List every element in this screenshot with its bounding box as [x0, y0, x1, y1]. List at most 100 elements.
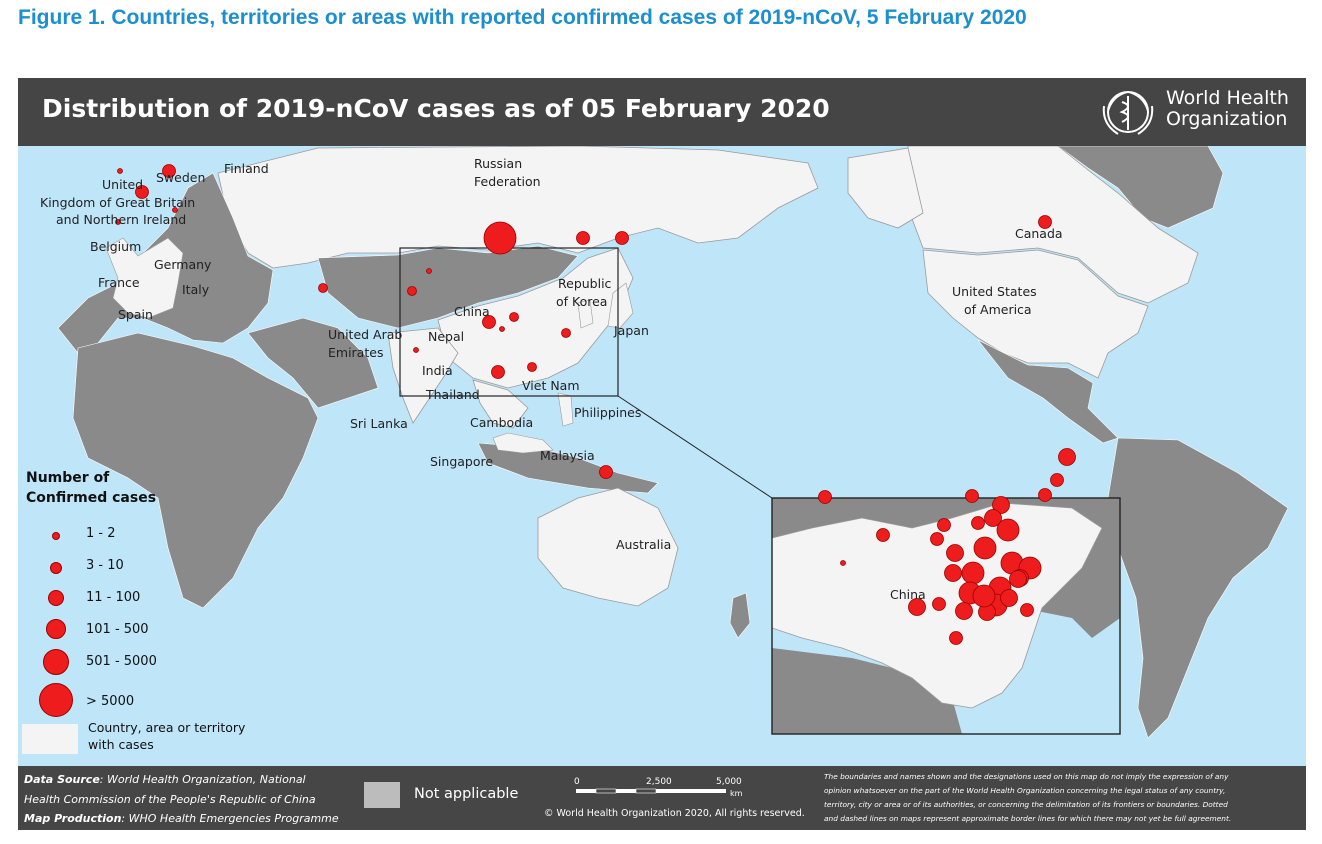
label-nepal: Nepal	[428, 329, 464, 344]
legend-dot-4	[46, 619, 66, 639]
case-marker-inset-32	[972, 584, 996, 608]
not-applicable-label: Not applicable	[414, 786, 519, 802]
case-marker-uae	[318, 283, 328, 293]
map-frame: Finland Sweden United Kingdom of Great B…	[18, 78, 1306, 830]
label-sweden: Sweden	[156, 170, 205, 185]
map-footer: Data Source: World Health Organization, …	[18, 766, 1306, 830]
legend-dot-2	[50, 562, 62, 574]
label-finland: Finland	[224, 161, 269, 176]
footer-map-production: Map Production: WHO Health Emergencies P…	[24, 812, 339, 825]
case-marker-inset-5	[992, 496, 1010, 514]
inset-connector-top	[617, 395, 773, 499]
legend-item-5: 501 - 5000	[28, 649, 208, 680]
case-marker-usa	[1038, 215, 1052, 229]
legend-item-6: > 5000	[28, 683, 208, 717]
label-uk-3: and Northern Ireland	[56, 212, 186, 227]
legend-dot-5	[43, 649, 69, 675]
figure-title: Figure 1. Countries, territories or area…	[18, 6, 1027, 29]
world-map	[18, 78, 1306, 830]
middle-east-shape	[247, 317, 379, 409]
legend-label-4: 101 - 500	[86, 622, 149, 637]
label-belgium: Belgium	[90, 239, 141, 254]
label-singapore: Singapore	[430, 454, 493, 469]
label-usa-1: United States	[952, 284, 1037, 299]
case-marker-inset-22	[955, 602, 973, 620]
case-marker-china	[483, 221, 517, 255]
western-europe-cases-shape	[105, 237, 184, 319]
case-marker-inset-6	[984, 509, 1002, 527]
not-applicable-swatch	[364, 782, 400, 808]
case-marker-korea	[576, 231, 590, 245]
case-marker-japan	[615, 231, 629, 245]
case-marker-australia	[599, 465, 613, 479]
labels-layer: Finland Sweden United Kingdom of Great B…	[40, 156, 1063, 602]
footer-copyright: © World Health Organization 2020, All ri…	[544, 808, 805, 819]
case-marker-philippines	[561, 328, 571, 338]
map-header: Distribution of 2019-nCoV cases as of 05…	[18, 78, 1306, 146]
new-zealand-shape	[729, 592, 751, 639]
case-marker-inset-24	[932, 597, 946, 611]
label-viet-nam: Viet Nam	[522, 378, 580, 393]
label-sri-lanka: Sri Lanka	[350, 416, 408, 431]
case-marker-inset-29	[949, 631, 963, 645]
canada-shape	[907, 145, 1199, 304]
philippines-shape	[557, 392, 574, 427]
label-uae-1: United Arab	[328, 327, 402, 342]
footer-data-source-text: : World Health Organization, National	[99, 773, 306, 786]
label-china: China	[454, 304, 490, 319]
case-marker-inset-30	[840, 560, 846, 566]
case-marker-thailand	[482, 315, 496, 329]
case-marker-malaysia	[527, 362, 537, 372]
case-marker-inset-3	[1038, 488, 1052, 502]
legend-label-6: > 5000	[86, 694, 135, 709]
footer-data-source: Data Source: World Health Organization, …	[24, 773, 306, 786]
who-name-line-1: World Health	[1166, 87, 1289, 109]
alaska-shape	[847, 147, 924, 229]
legend-dot-1	[52, 532, 60, 540]
footer-data-source-2: Health Commission of the People's Republ…	[24, 793, 316, 806]
case-marker-italy	[172, 207, 178, 213]
legend-label-3: 11 - 100	[86, 590, 141, 605]
case-marker-inset-21	[1009, 570, 1027, 588]
label-italy: Italy	[182, 282, 210, 297]
footer-disclaimer: The boundaries and names shown and the d…	[824, 770, 1302, 826]
central-asia-shape	[317, 245, 579, 329]
label-germany: Germany	[154, 257, 212, 272]
label-usa-2: of America	[964, 302, 1032, 317]
legend-item-1: 1 - 2	[28, 522, 208, 552]
case-marker-inset-23	[908, 598, 926, 616]
disclaimer-line-2: opinion whatsoever on the part of the Wo…	[824, 786, 1226, 795]
who-emblem-icon	[1102, 91, 1154, 135]
legend-item-4: 101 - 500	[28, 618, 208, 648]
legend-label-5: 501 - 5000	[86, 654, 157, 669]
legend-label-2: 3 - 10	[86, 558, 124, 573]
japan-shape	[607, 282, 634, 329]
case-marker-sri-lanka	[413, 347, 419, 353]
legend-title-line-2: Confirmed cases	[26, 490, 157, 506]
legend-with-cases-line-1: Country, area or territory	[88, 720, 246, 735]
case-marker-inset-10	[930, 532, 944, 546]
south-america-shape	[1107, 437, 1289, 739]
label-uae-2: Emirates	[328, 345, 383, 360]
label-philippines: Philippines	[574, 405, 641, 420]
scale-tick-1: 2,500	[646, 777, 672, 787]
case-marker-germany	[162, 164, 176, 178]
label-uk-2: Kingdom of Great Britain	[40, 195, 195, 210]
label-malaysia: Malaysia	[540, 448, 595, 463]
malaysia-shape	[492, 432, 554, 454]
case-marker-inset-19	[944, 564, 962, 582]
se-asia-shape	[472, 379, 529, 429]
disclaimer-line-1: The boundaries and names shown and the d…	[824, 772, 1229, 781]
scale-tick-2: 5,000	[716, 777, 742, 787]
label-russia-1: Russian	[474, 156, 522, 171]
case-marker-inset-11	[876, 528, 890, 542]
label-russia-2: Federation	[474, 174, 541, 189]
label-korea-2: of Korea	[556, 294, 607, 309]
scale-tick-0: 0	[574, 777, 580, 787]
russia-shape	[217, 145, 819, 269]
legend-dot-3	[48, 590, 64, 606]
legend-dot-6	[39, 683, 73, 717]
case-marker-inset-4	[965, 489, 979, 503]
legend-item-3: 11 - 100	[28, 586, 208, 616]
case-marker-inset-26	[1000, 589, 1018, 607]
